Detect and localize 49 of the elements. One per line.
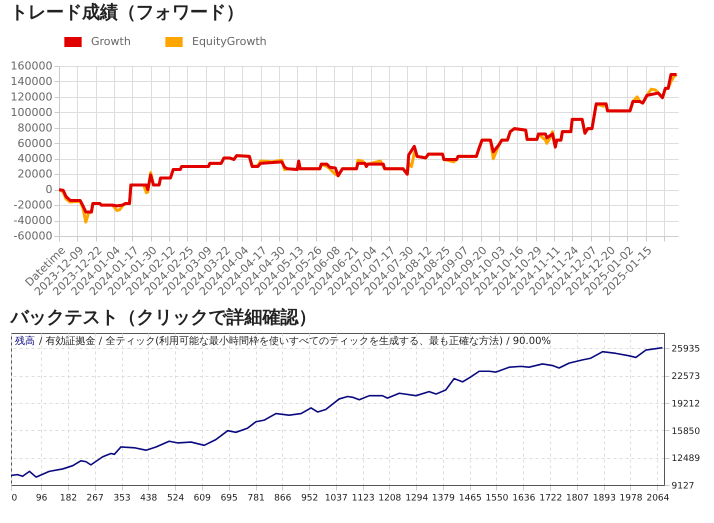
annotation: / 有効証拠金 / 全ティック(利用可能な最小時間枠を使いすべてのティックを生成する、最も正確な方法) / 90.00% xyxy=(39,335,551,347)
y-tick-label: 140000 xyxy=(10,74,52,88)
x-tick-label: 267 xyxy=(86,494,104,504)
legend-label: EquityGrowth xyxy=(192,35,267,48)
x-tick-label: 1123 xyxy=(352,494,375,504)
x-tick-label: 952 xyxy=(301,494,318,504)
y-tick-label: 160000 xyxy=(10,60,52,72)
y-tick-label: 25935 xyxy=(672,344,700,355)
x-tick-label: 1978 xyxy=(620,494,643,504)
y-tick-label: 60000 xyxy=(18,136,52,150)
x-tick-label: 1722 xyxy=(539,494,562,504)
x-tick-label: 1294 xyxy=(405,494,428,504)
x-tick-label: 609 xyxy=(194,494,212,504)
x-tick-label: 1550 xyxy=(485,494,509,504)
y-tick-label: 12489 xyxy=(672,454,700,464)
x-tick-label: 524 xyxy=(167,494,184,504)
y-tick-label: 0 xyxy=(46,183,52,196)
x-tick-label: 1893 xyxy=(592,494,616,504)
x-tick-label: 1379 xyxy=(432,494,456,504)
x-tick-label: 1465 xyxy=(458,494,482,504)
x-tick-label: 781 xyxy=(248,494,265,504)
y-tick-label: 22573 xyxy=(672,372,700,382)
y-tick-label: 100000 xyxy=(10,106,52,119)
y-tick-label: 19212 xyxy=(672,399,700,410)
chart-title: トレード成績（フォワード） xyxy=(10,2,244,23)
x-tick-label: 353 xyxy=(113,494,131,504)
y-tick-label: 120000 xyxy=(10,90,52,104)
x-tick-label: 438 xyxy=(140,494,158,504)
line-series xyxy=(11,346,664,478)
x-tick-label: 2064 xyxy=(646,494,670,504)
x-tick-label: 866 xyxy=(274,494,292,504)
y-tick-label: -60000 xyxy=(14,230,52,242)
chart-title: バックテスト（クリックで詳細確認） xyxy=(10,307,316,328)
x-tick-label: 1636 xyxy=(512,494,536,504)
x-tick-label: 1807 xyxy=(566,494,589,504)
x-tick-label: 1037 xyxy=(324,494,348,504)
x-tick-label: 96 xyxy=(36,494,48,504)
legend-label: Growth xyxy=(91,35,131,48)
x-tick-label: 1208 xyxy=(378,494,402,504)
y-tick-label: 40000 xyxy=(18,152,52,166)
x-tick-label: 182 xyxy=(60,494,78,504)
y-tick-label: 80000 xyxy=(18,121,52,134)
y-tick-label: -20000 xyxy=(14,198,52,212)
y-tick-label: 20000 xyxy=(18,168,52,181)
y-tick-label: -40000 xyxy=(14,214,52,228)
y-tick-label: 15850 xyxy=(672,426,700,437)
y-tick-label: 9127 xyxy=(672,482,694,492)
text: 残高 xyxy=(15,335,35,347)
x-tick-label: 695 xyxy=(220,494,238,504)
